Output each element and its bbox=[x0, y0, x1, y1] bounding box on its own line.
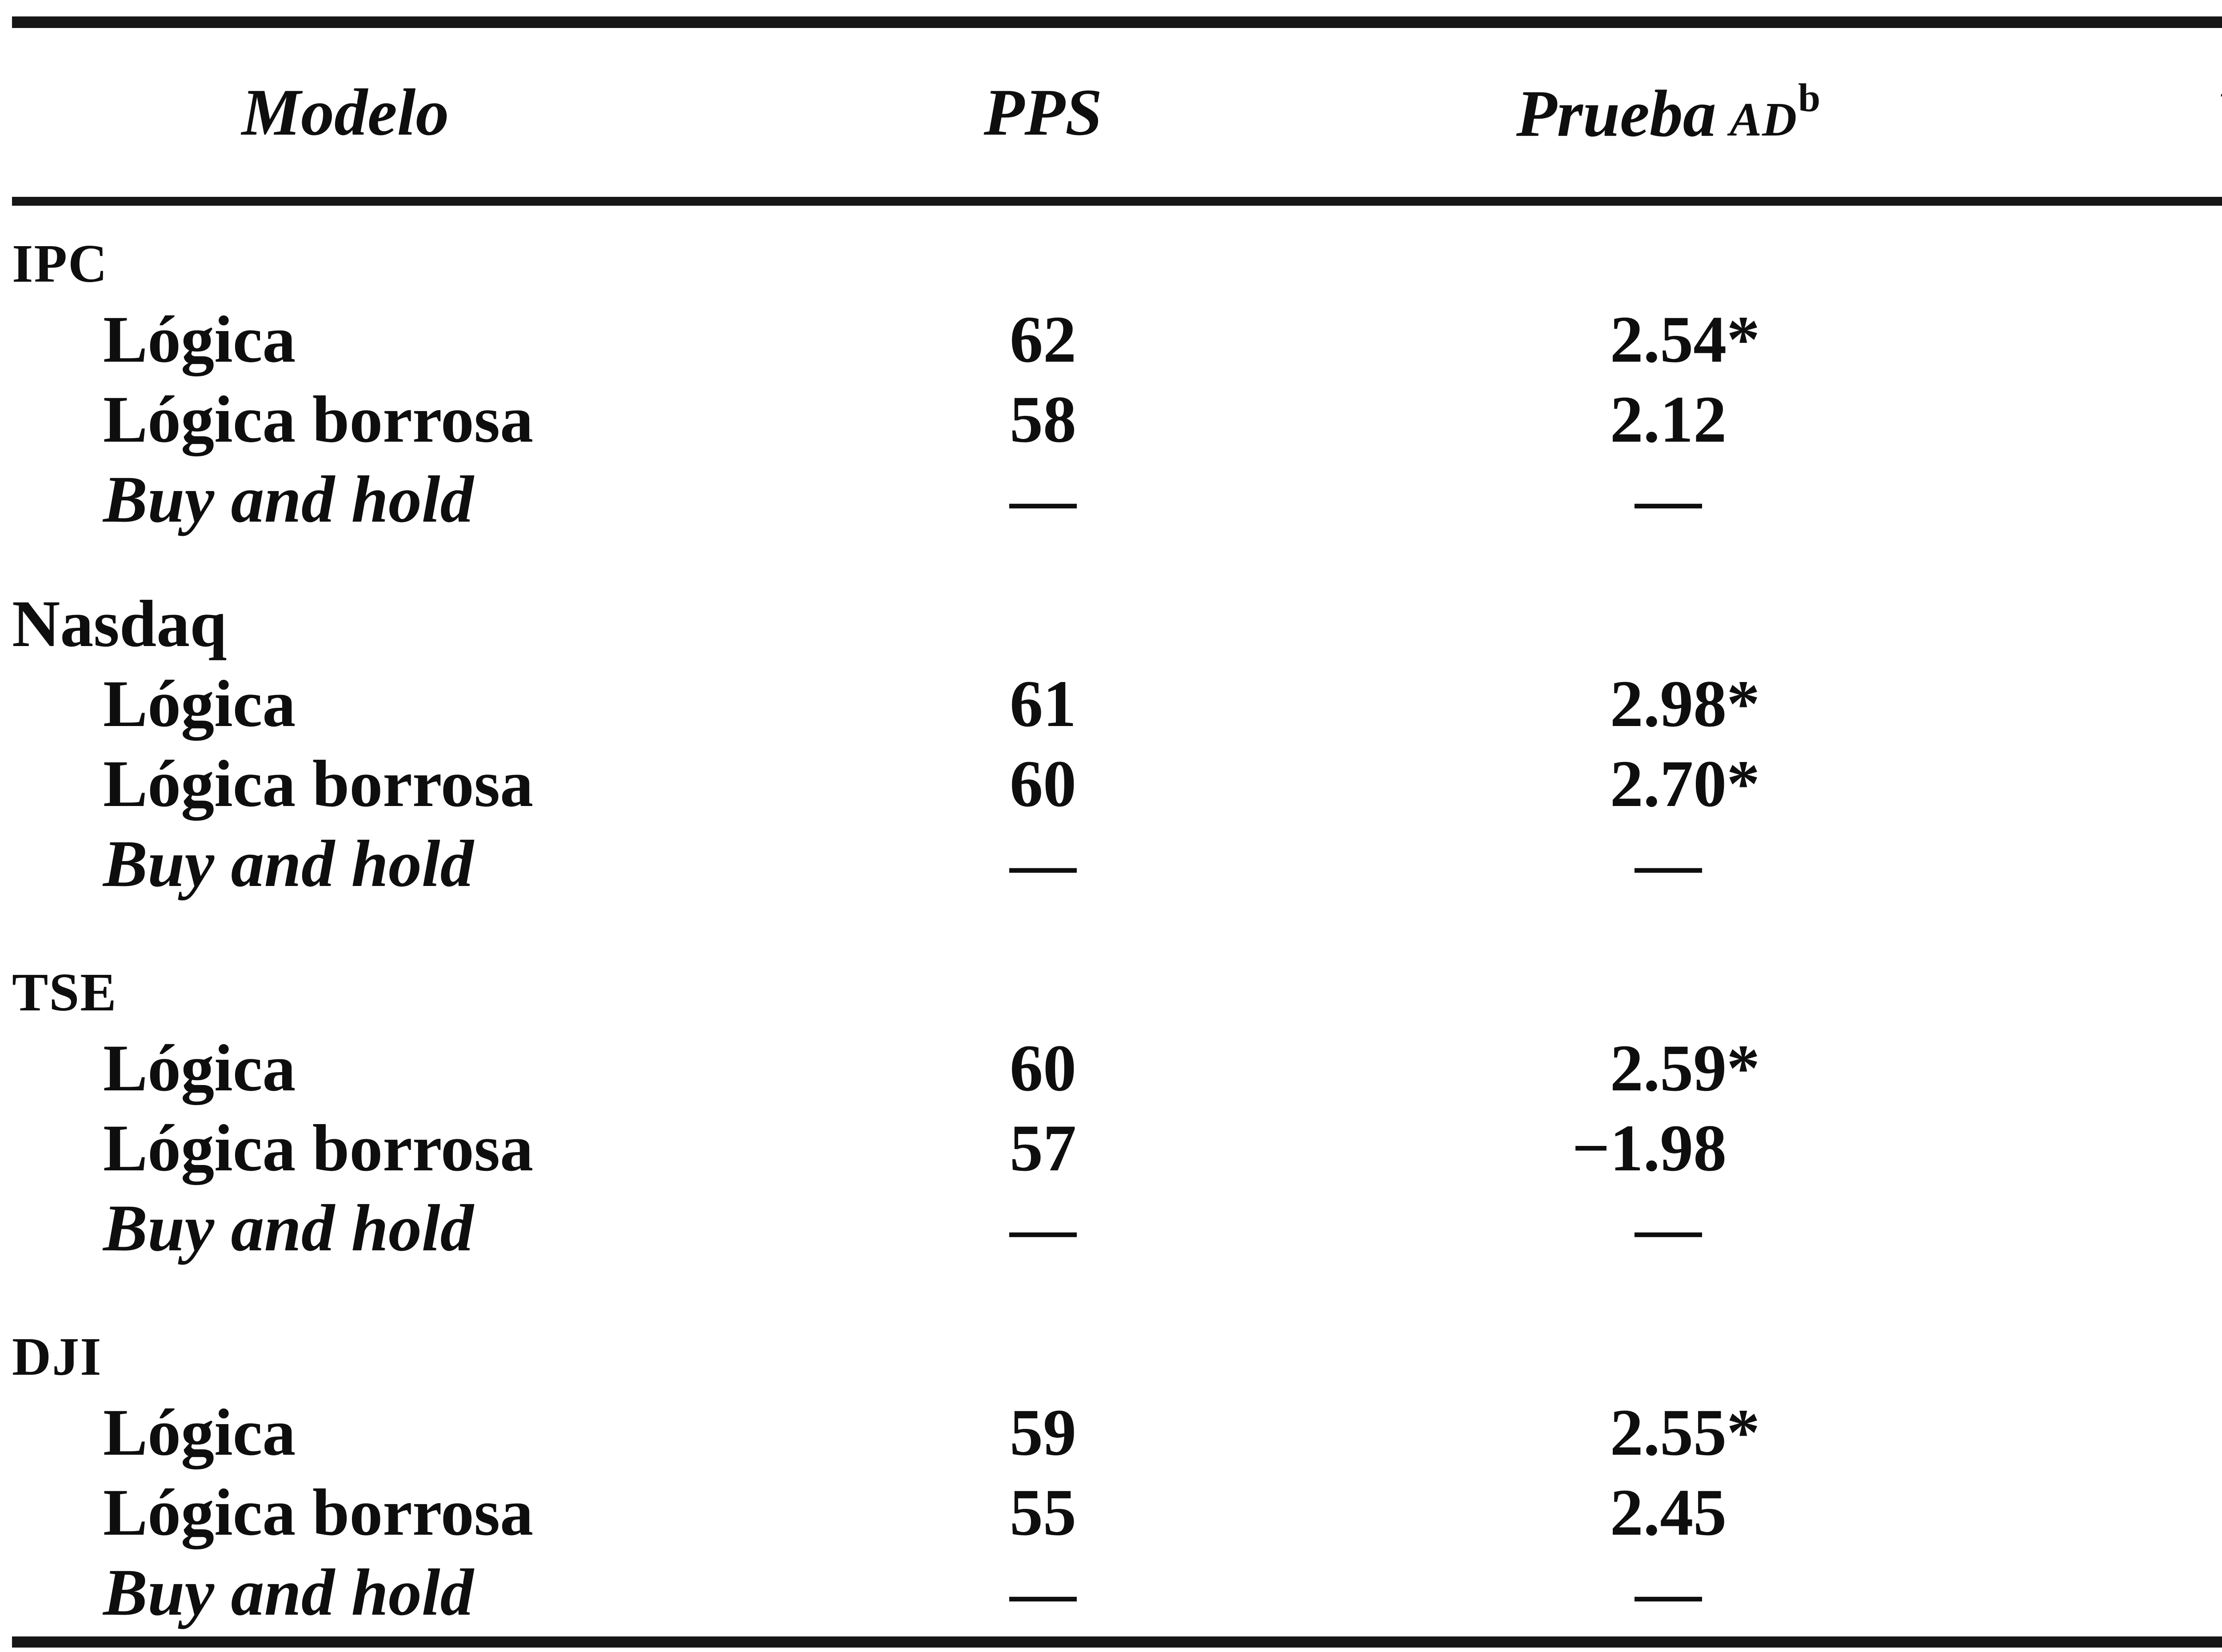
pps-value: — bbox=[1010, 463, 1076, 536]
section-name: DJI bbox=[12, 1327, 102, 1387]
ad-value: — bbox=[1635, 463, 1702, 536]
return-value: 79.20 bbox=[1929, 1399, 2222, 1466]
model-label: Buy and hold bbox=[103, 1556, 474, 1629]
table-row: Lógica borrosa 58 2.12 55.65 bbox=[12, 379, 2222, 459]
top-rule bbox=[12, 16, 2222, 28]
pps-value: 60 bbox=[1010, 1031, 1076, 1105]
ad-value: 2.45 bbox=[1610, 1476, 1727, 1549]
return-value: 24.52 bbox=[1929, 670, 2222, 737]
table-row: Buy and hold — — −4.84 bbox=[12, 1188, 2222, 1268]
model-label: Lógica bbox=[103, 667, 296, 741]
table-row: Lógica borrosa 60 2.70* 18.34 bbox=[12, 744, 2222, 824]
ad-value: 2.98 * bbox=[1610, 667, 1760, 741]
column-header-modelo: Modelo bbox=[12, 79, 679, 146]
section-row-dji: DJI bbox=[12, 1313, 2222, 1393]
ad-value: — bbox=[1635, 1556, 1702, 1629]
table-row: Buy and hold — — 15.32 bbox=[12, 459, 2222, 539]
model-label: Lógica borrosa bbox=[103, 1476, 534, 1549]
model-label: Buy and hold bbox=[103, 463, 474, 536]
return-value: 18.34 bbox=[1929, 750, 2222, 817]
section-name: TSE bbox=[12, 962, 117, 1022]
model-label: Lógica bbox=[103, 1031, 296, 1105]
ad-value: — bbox=[1635, 827, 1702, 901]
return-value: −4.84 bbox=[1929, 1195, 2222, 1261]
table-row: Lógica 60 2.59* 58.11 bbox=[12, 1028, 2222, 1108]
section-row-tse: TSE bbox=[12, 948, 2222, 1028]
pps-value: — bbox=[1010, 1191, 1076, 1265]
pps-value: 55 bbox=[1010, 1476, 1076, 1549]
pps-value: — bbox=[1010, 1556, 1076, 1629]
return-value: 55.65 bbox=[1929, 386, 2222, 453]
ad-value: 2.12 bbox=[1610, 383, 1727, 456]
pps-value: 60 bbox=[1010, 747, 1076, 821]
column-header-rentabilidad: Rentabilidad acumuladac bbox=[1929, 37, 2222, 188]
pps-value: 62 bbox=[1010, 303, 1076, 376]
bottom-rule bbox=[12, 1636, 2222, 1648]
ad-value: 2.59 * bbox=[1610, 1031, 1760, 1105]
return-value: 15.32 bbox=[1929, 466, 2222, 533]
pps-value: 57 bbox=[1010, 1111, 1076, 1185]
model-label: Lógica borrosa bbox=[103, 747, 534, 821]
return-value: −5.42 bbox=[1929, 1115, 2222, 1181]
table-row: Buy and hold — — 20.93 bbox=[12, 1552, 2222, 1632]
return-value: 115.86 bbox=[1929, 306, 2222, 373]
rentabilidad-line2-wrap: acumuladac bbox=[2196, 112, 2222, 188]
section-row-ipc: IPC bbox=[12, 219, 2222, 299]
ad-value: −1.98 bbox=[1572, 1111, 1727, 1185]
model-label: Buy and hold bbox=[103, 1191, 474, 1265]
ad-value: 2.55 * bbox=[1610, 1396, 1760, 1469]
table-row: Lógica borrosa 57 −1.98 −5.42 bbox=[12, 1108, 2222, 1188]
modelo-header-label: Modelo bbox=[241, 76, 449, 149]
section-name: IPC bbox=[12, 234, 108, 294]
table-row: Lógica 61 2.98* 24.52 bbox=[12, 664, 2222, 744]
pps-header-label: PPS bbox=[983, 76, 1103, 149]
model-label: Lógica borrosa bbox=[103, 1111, 534, 1185]
footnote-marker-b: b bbox=[1798, 76, 1821, 120]
return-value: 20.93 bbox=[1929, 1559, 2222, 1626]
model-label: Buy and hold bbox=[103, 827, 474, 901]
section-row-nasdaq: Nasdaq bbox=[12, 584, 2222, 664]
pps-value: 58 bbox=[1010, 383, 1076, 456]
ad-value: 2.70 * bbox=[1610, 747, 1760, 821]
return-value: −20.59 bbox=[1929, 830, 2222, 897]
pps-value: — bbox=[1010, 827, 1076, 901]
column-header-pps: PPS bbox=[679, 79, 1407, 146]
table-row: Lógica 62 2.54* 115.86 bbox=[12, 299, 2222, 379]
rentabilidad-line1: Rentabilidad bbox=[2196, 37, 2222, 112]
table-row: Lógica borrosa 55 2.45 25.59 bbox=[12, 1472, 2222, 1552]
model-label: Lógica bbox=[103, 303, 296, 376]
model-label: Lógica bbox=[103, 1396, 296, 1469]
pps-value: 61 bbox=[1010, 667, 1076, 741]
header-rule bbox=[12, 197, 2222, 206]
ad-value: — bbox=[1635, 1191, 1702, 1265]
return-value: 58.11 bbox=[1929, 1035, 2222, 1101]
return-value: 25.59 bbox=[1929, 1479, 2222, 1546]
prueba-header-label: Prueba bbox=[1516, 76, 1716, 151]
table-row: Buy and hold — — −20.59 bbox=[12, 824, 2222, 904]
column-header-prueba-ad: Prueba ADb bbox=[1407, 78, 1929, 147]
prueba-ad-abbrev: AD bbox=[1730, 93, 1798, 147]
ad-value: 2.54 * bbox=[1610, 303, 1760, 376]
pps-value: 59 bbox=[1010, 1396, 1076, 1469]
section-name: Nasdaq bbox=[12, 587, 227, 661]
table-row: Lógica 59 2.55* 79.20 bbox=[12, 1393, 2222, 1472]
model-label: Lógica borrosa bbox=[103, 383, 534, 456]
